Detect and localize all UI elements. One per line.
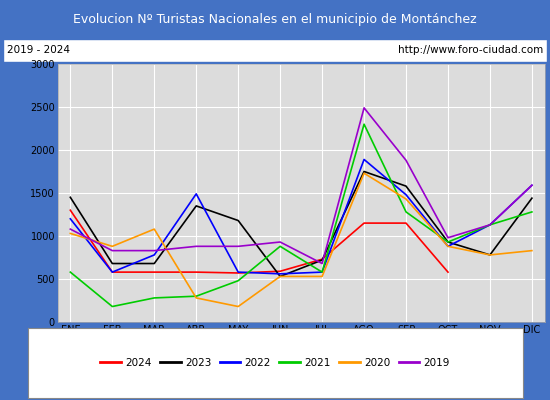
Text: http://www.foro-ciudad.com: http://www.foro-ciudad.com	[398, 45, 543, 55]
Text: 2019 - 2024: 2019 - 2024	[7, 45, 70, 55]
Text: Evolucion Nº Turistas Nacionales en el municipio de Montánchez: Evolucion Nº Turistas Nacionales en el m…	[73, 12, 477, 26]
Legend: 2024, 2023, 2022, 2021, 2020, 2019: 2024, 2023, 2022, 2021, 2020, 2019	[100, 358, 450, 368]
